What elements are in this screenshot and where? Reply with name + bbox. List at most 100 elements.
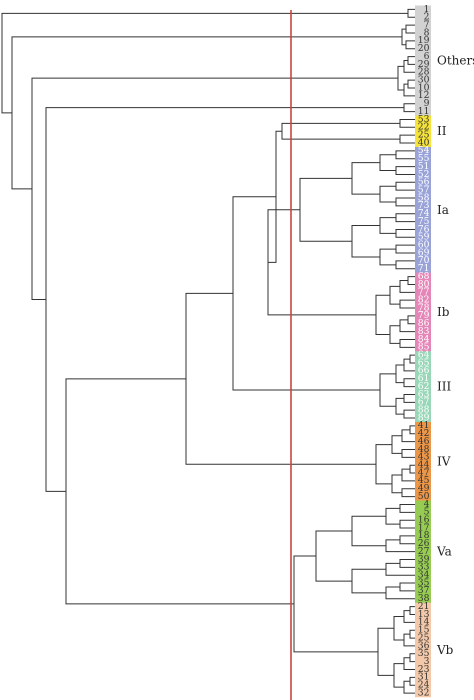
group-label: Ib — [437, 305, 450, 319]
branch — [407, 79, 415, 89]
branch — [409, 606, 415, 615]
leaf-label: 86 — [418, 318, 430, 329]
group-label: Va — [436, 545, 452, 559]
leaf-label: 42 — [418, 428, 430, 439]
leaf-box — [415, 453, 431, 462]
branch — [397, 65, 404, 91]
branch — [399, 558, 415, 568]
leaf-box — [415, 29, 431, 38]
branch — [395, 150, 415, 160]
leaf-label: 88 — [418, 405, 430, 416]
leaf-label: 73 — [418, 200, 430, 211]
branch — [379, 248, 396, 266]
branch — [405, 24, 415, 34]
leaf-label: 52 — [418, 169, 430, 180]
leaf-box — [415, 382, 431, 391]
leaf-box — [415, 99, 431, 108]
leaf-label: 12 — [418, 90, 430, 101]
leaf-label: 71 — [418, 263, 430, 274]
branch — [65, 378, 294, 605]
leaf-box — [415, 508, 431, 517]
branch — [393, 615, 404, 641]
leaf-label: 28 — [418, 67, 430, 78]
leaf-label: 56 — [418, 177, 430, 188]
leaf-label: 54 — [418, 145, 430, 156]
leaf-label: 6 — [424, 51, 430, 62]
leaf-box — [415, 186, 431, 195]
branch — [407, 315, 415, 325]
leaf-label: 26 — [418, 538, 430, 549]
branch — [379, 154, 396, 172]
leaf-box — [415, 571, 431, 580]
leaf-label: 25 — [418, 632, 430, 643]
leaf-label: 67 — [418, 397, 430, 408]
branch — [409, 676, 415, 686]
leaf-label: 89 — [418, 412, 430, 423]
leaf-label: 70 — [418, 255, 430, 266]
leaf-box — [415, 13, 431, 22]
leaf-label: 43 — [418, 452, 430, 463]
dendrogram-leaves: 1278192062928301012911532225405455515256… — [415, 4, 431, 698]
branch — [407, 8, 415, 18]
leaf-box — [415, 421, 431, 431]
leaf-label: 17 — [418, 522, 430, 533]
leaf-box — [415, 476, 431, 486]
leaf-box — [415, 52, 431, 61]
branch — [405, 40, 415, 50]
branch — [377, 627, 394, 676]
branch — [399, 338, 415, 348]
leaf-label: 8 — [424, 27, 430, 38]
branch — [391, 435, 402, 454]
leaf-box — [415, 626, 431, 635]
leaf-label: 10 — [418, 82, 430, 93]
leaf-label: 84 — [418, 334, 430, 345]
leaf-box — [415, 60, 431, 69]
leaf-box — [415, 304, 431, 313]
leaf-label: 19 — [418, 35, 430, 46]
leaf-label: 37 — [418, 585, 430, 596]
leaf-label: 30 — [418, 74, 430, 85]
branch — [393, 663, 404, 688]
branch — [403, 393, 415, 403]
leaf-label: 18 — [418, 530, 430, 541]
branch — [409, 354, 415, 364]
leaf-box — [415, 170, 431, 179]
leaf-label: 61 — [418, 373, 430, 384]
leaf-box — [415, 673, 431, 682]
branch — [403, 378, 415, 388]
leaf-box — [415, 209, 431, 218]
branch — [389, 285, 400, 305]
leaf-box — [415, 123, 431, 132]
leaf-box — [415, 689, 431, 698]
branch — [409, 653, 415, 663]
leaf-label: 74 — [418, 208, 430, 219]
leaf-label: 50 — [418, 491, 430, 502]
branch — [409, 425, 415, 435]
leaf-box — [415, 162, 431, 171]
leaf-label: 40 — [418, 137, 430, 148]
leaf-box — [415, 68, 431, 77]
leaf-label: 15 — [418, 625, 430, 636]
branch — [403, 60, 415, 73]
branch — [389, 325, 400, 344]
leaf-label: 55 — [418, 153, 430, 164]
branch — [315, 530, 352, 582]
branch — [31, 77, 398, 301]
leaf-box — [415, 201, 431, 211]
leaf-box — [415, 547, 431, 556]
leaf-label: 83 — [418, 326, 430, 337]
leaf-label: 63 — [418, 389, 430, 400]
branch — [401, 468, 415, 482]
branch — [403, 103, 415, 113]
branch — [351, 568, 386, 594]
leaf-box — [415, 649, 431, 659]
leaf-box — [415, 665, 431, 674]
branch — [395, 181, 415, 191]
leaf-box — [415, 563, 431, 572]
leaf-box — [415, 264, 431, 273]
leaf-box — [415, 406, 431, 415]
leaf-label: 76 — [418, 224, 430, 235]
leaf-box — [415, 280, 431, 289]
branch — [351, 515, 386, 547]
leaf-box — [415, 21, 431, 30]
